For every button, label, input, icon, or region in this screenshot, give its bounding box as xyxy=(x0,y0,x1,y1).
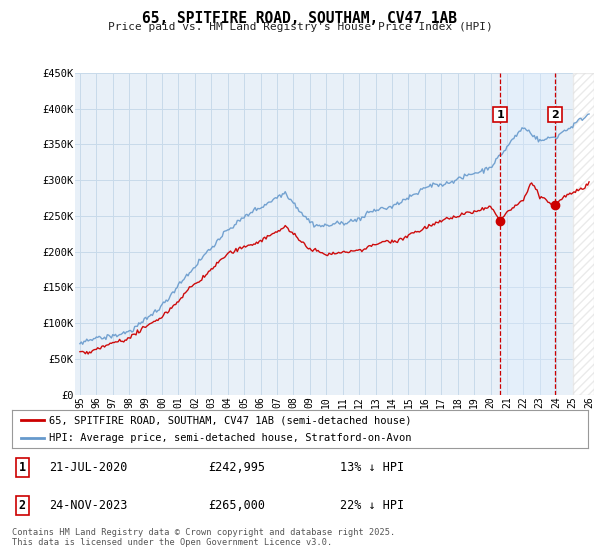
Text: 13% ↓ HPI: 13% ↓ HPI xyxy=(340,461,404,474)
Text: 24-NOV-2023: 24-NOV-2023 xyxy=(49,499,128,512)
Text: HPI: Average price, semi-detached house, Stratford-on-Avon: HPI: Average price, semi-detached house,… xyxy=(49,433,412,443)
Text: 65, SPITFIRE ROAD, SOUTHAM, CV47 1AB: 65, SPITFIRE ROAD, SOUTHAM, CV47 1AB xyxy=(143,11,458,26)
Bar xyxy=(572,73,594,395)
Text: 1: 1 xyxy=(19,461,26,474)
Text: 1: 1 xyxy=(496,110,504,120)
Bar xyxy=(500,73,555,395)
Text: £242,995: £242,995 xyxy=(208,461,265,474)
Text: 2: 2 xyxy=(19,499,26,512)
Text: Contains HM Land Registry data © Crown copyright and database right 2025.
This d: Contains HM Land Registry data © Crown c… xyxy=(12,528,395,547)
Text: Price paid vs. HM Land Registry's House Price Index (HPI): Price paid vs. HM Land Registry's House … xyxy=(107,22,493,32)
Text: 21-JUL-2020: 21-JUL-2020 xyxy=(49,461,128,474)
Text: £265,000: £265,000 xyxy=(208,499,265,512)
Text: 65, SPITFIRE ROAD, SOUTHAM, CV47 1AB (semi-detached house): 65, SPITFIRE ROAD, SOUTHAM, CV47 1AB (se… xyxy=(49,415,412,425)
Bar xyxy=(572,73,594,395)
Text: 22% ↓ HPI: 22% ↓ HPI xyxy=(340,499,404,512)
Text: 2: 2 xyxy=(551,110,559,120)
